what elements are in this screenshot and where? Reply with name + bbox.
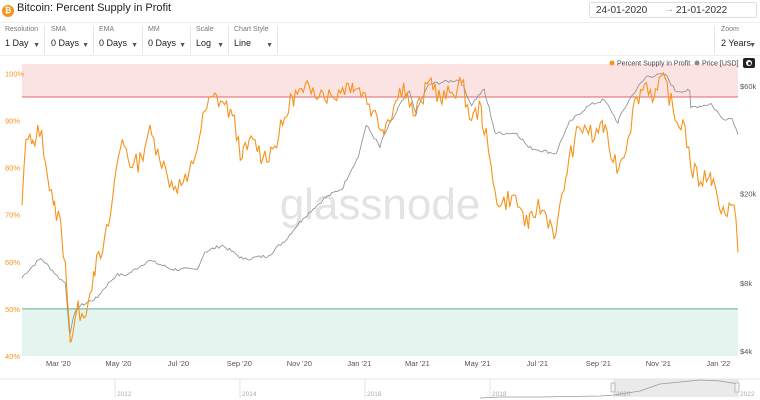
y-left-tick-label: 100% [5,69,25,78]
resolution-select[interactable]: Resolution 1 Day ▼ [0,26,44,54]
resolution-value: 1 Day [5,38,29,48]
camera-lens [746,60,752,66]
lower-band [22,308,738,356]
y-left-tick-label: 60% [5,258,20,267]
navigator-background [0,379,760,400]
page-title-text: Bitcoin: Percent Supply in Profit [17,2,172,14]
x-tick-label: Nov '20 [287,359,312,368]
chevron-down-icon: ▼ [131,42,138,49]
x-tick-label: May '21 [464,359,490,368]
x-tick-label: Sep '21 [586,359,611,368]
chevron-down-icon: ▼ [33,42,40,49]
ema-label: EMA [99,26,115,33]
chart-style-select[interactable]: Chart Style Line ▼ [229,26,277,54]
scale-select[interactable]: Scale Log ▼ [191,26,228,54]
legend-label-percent-supply: Percent Supply in Profit [617,61,690,68]
navigator-year-label: 2016 [367,391,382,398]
x-tick-label: Jul '20 [168,359,189,368]
y-right-tick-label: $60k [740,82,757,91]
divider [93,26,94,54]
zoom-value: 2 Years [721,38,752,48]
chevron-down-icon: ▼ [266,42,273,49]
ema-value: 0 Days [99,38,128,48]
y-left-tick-label: 70% [5,211,20,220]
y-right-tick-label: $4k [740,347,752,356]
navigator-year-label: 2018 [492,391,507,398]
bitcoin-icon: ₿ [2,5,14,17]
chart: glassnode 40% 50% 60% 70% 80% 90% 100% $4k $8k $… [0,60,760,400]
price-series-line [21,72,739,335]
resolution-label: Resolution [5,26,39,33]
divider [142,26,143,54]
mm-value: 0 Days [148,38,177,48]
sma-select[interactable]: SMA 0 Days ▼ [46,26,93,54]
divider [190,26,191,54]
y-left-tick-label: 40% [5,352,20,361]
percent-supply-series-line [21,71,739,343]
divider [714,26,715,54]
y-right-tick-label: $20k [740,189,757,198]
header-bar: ₿ Bitcoin: Percent Supply in Profit 24-01… [0,0,760,20]
navigator-year-label: 2012 [117,391,132,398]
x-tick-label: Jan '22 [706,359,730,368]
zoom-select[interactable]: Zoom 2 Years ▼ [716,26,760,54]
x-tick-label: Mar '20 [46,359,71,368]
divider [44,26,45,54]
legend-label-price: Price [USD] [702,61,739,68]
mm-select[interactable]: MM 0 Days ▼ [143,26,190,54]
x-tick-label: Nov '21 [646,359,671,368]
navigator-right-handle [734,382,740,393]
mm-label: MM [148,26,160,33]
chevron-down-icon: ▼ [749,42,756,49]
y-left-tick-label: 90% [5,117,20,126]
navigator-price-line [479,379,739,399]
watermark: glassnode [280,180,481,229]
y-right-tick-label: $8k [740,279,752,288]
date-to-field[interactable]: 21-01-2022 [676,5,728,16]
navigator-year-label: 2022 [740,391,755,398]
scale-value: Log [196,38,212,48]
camera-icon[interactable] [743,58,755,68]
legend-marker-price [694,60,700,66]
sma-label: SMA [51,26,67,33]
x-tick-label: Jul '21 [527,359,548,368]
legend-marker-percent-supply [609,60,615,66]
arrow-right-icon: → [664,4,674,15]
navigator-year-label: 2014 [242,391,257,398]
navigator-left-handle [610,382,616,393]
sma-value: 0 Days [51,38,80,48]
ema-select[interactable]: EMA 0 Days ▼ [94,26,142,54]
x-tick-label: Jan '21 [347,359,371,368]
divider [228,26,229,54]
navigator-year-label: 2020 [616,391,631,398]
x-tick-label: Sep '20 [227,359,252,368]
date-range-picker[interactable]: 24-01-2020 → 21-01-2022 [589,2,757,18]
page-title: ₿ Bitcoin: Percent Supply in Profit [2,2,171,17]
chevron-down-icon: ▼ [82,42,89,49]
upper-band [22,64,738,97]
zoom-label: Zoom [721,26,739,33]
x-tick-label: Mar '21 [405,359,430,368]
y-left-tick-label: 80% [5,164,20,173]
chart-style-value: Line [234,38,252,48]
date-from-field[interactable]: 24-01-2020 [596,5,648,16]
chart-controls: Resolution 1 Day ▼ SMA 0 Days ▼ EMA 0 Da… [0,22,760,56]
chart-style-label: Chart Style [234,26,269,33]
chevron-down-icon: ▼ [217,42,224,49]
chevron-down-icon: ▼ [179,42,186,49]
camera-lens-inner [747,61,751,65]
scale-label: Scale [196,26,214,33]
navigator-selection [614,379,738,397]
divider [277,26,278,54]
x-tick-label: May '20 [105,359,131,368]
y-left-tick-label: 50% [5,305,20,314]
